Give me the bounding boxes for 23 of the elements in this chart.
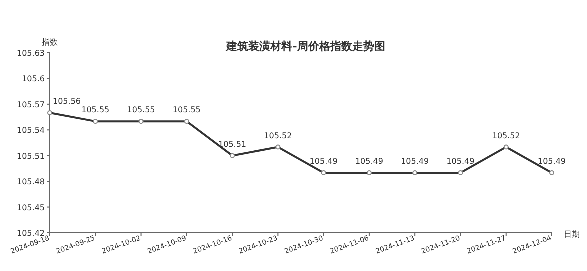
- y-tick-label: 105.63: [17, 49, 45, 58]
- y-tick-label: 105.6: [22, 74, 45, 84]
- data-label: 105.55: [172, 106, 201, 115]
- y-tick-label: 105.48: [17, 178, 45, 187]
- y-tick-label: 105.42: [17, 229, 45, 238]
- data-label: 105.52: [492, 131, 520, 140]
- y-tick-label: 105.45: [17, 203, 45, 212]
- data-label: 105.52: [264, 131, 292, 140]
- data-label: 105.49: [310, 157, 338, 166]
- data-label: 105.55: [82, 106, 110, 115]
- data-label: 105.49: [355, 157, 384, 166]
- y-axis-title: 指数: [41, 38, 58, 47]
- y-tick-label: 105.54: [17, 126, 45, 136]
- chart-title: 建筑装潢材料-周价格指数走势图: [226, 40, 386, 53]
- data-label: 105.55: [127, 106, 156, 115]
- data-label: 105.49: [446, 157, 475, 166]
- data-label: 105.49: [401, 157, 430, 166]
- y-tick-label: 105.51: [17, 152, 45, 161]
- y-tick-label: 105.57: [17, 100, 45, 110]
- x-axis-title: 日期: [564, 230, 580, 239]
- data-label: 105.49: [538, 157, 566, 166]
- data-label: 105.56: [53, 97, 81, 106]
- data-label: 105.51: [218, 140, 247, 149]
